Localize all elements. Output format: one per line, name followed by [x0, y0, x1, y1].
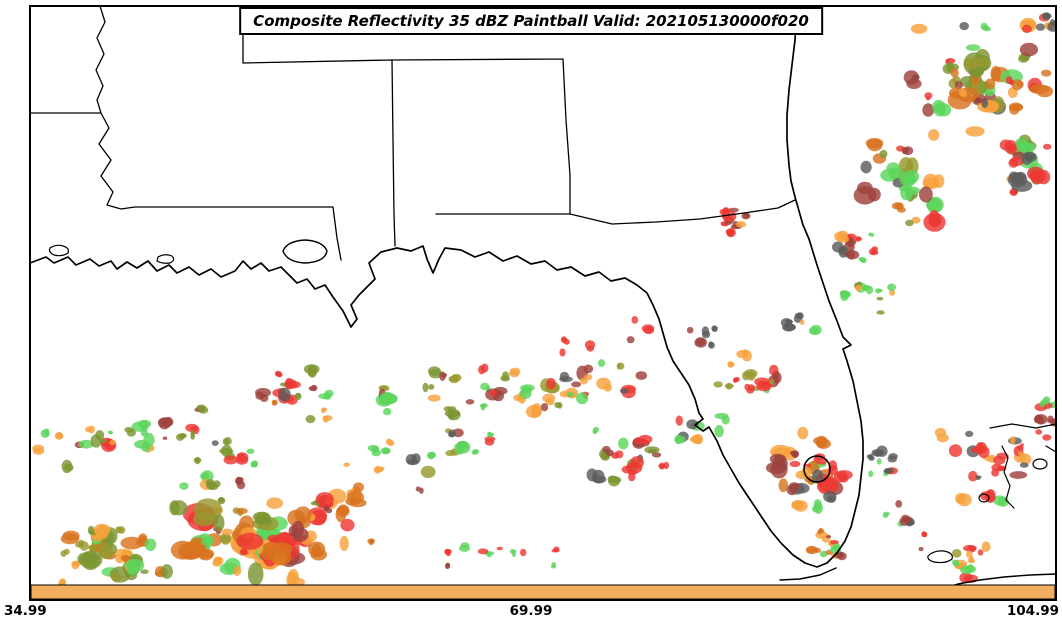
florida-keys: [779, 567, 837, 581]
lake-pontchartrain: [282, 239, 328, 264]
x-axis-tick-right: 104.99: [1006, 603, 1059, 619]
plot-title: Composite Reflectivity 35 dBZ Paintball …: [253, 12, 809, 30]
bahamas-islands: [989, 423, 1057, 509]
lake-okeechobee: [803, 455, 831, 483]
bahama-island-small-1: [1032, 458, 1048, 470]
x-axis-tick-center: 69.99: [509, 603, 553, 619]
louisiana-coastal-lakes: [48, 244, 175, 264]
domain-edge-bar: [30, 584, 1056, 600]
x-axis-tick-left: 34.99: [4, 603, 47, 619]
state-borders: [29, 5, 796, 261]
cay-sal-bank: [927, 550, 953, 564]
bahama-island-small-2: [978, 493, 990, 503]
gulf-atlantic-coastline: [29, 5, 864, 568]
paintball-blobs-layer: [32, 12, 1055, 585]
map-frame: [29, 5, 1057, 601]
plot-title-box: Composite Reflectivity 35 dBZ Paintball …: [239, 7, 823, 35]
